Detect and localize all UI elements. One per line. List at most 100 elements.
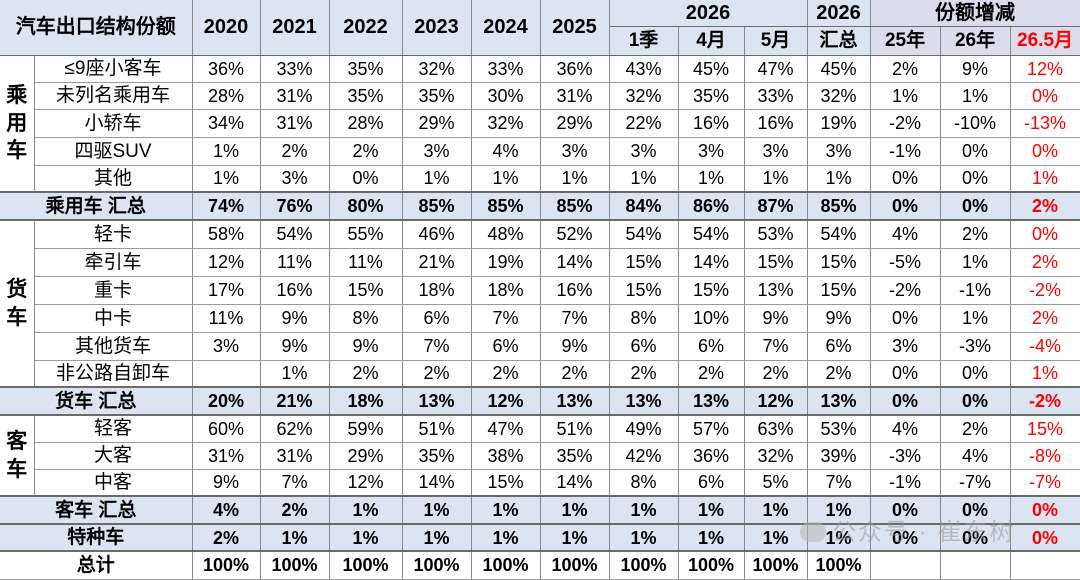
table-row-tractor: 牵引车 12% 11% 11% 21% 19% 14% 15% 14% 15% 15% -5% 1% 2% xyxy=(0,248,1080,277)
table-cell: 6% xyxy=(471,332,541,361)
table-cell: 1% xyxy=(807,523,871,552)
row-label: 轻卡 xyxy=(34,220,193,249)
row-label: 非公路自卸车 xyxy=(34,360,193,388)
table-cell: 9% xyxy=(540,332,610,361)
table-row-le9-seat-car: 乘用车 ≤9座小客车 36% 33% 35% 32% 33% 36% 43% 45% 47% 45% 2… xyxy=(0,55,1080,193)
table-cell: 1% xyxy=(1010,360,1080,388)
table-cell: 13% xyxy=(807,386,871,416)
table-cell: 1% xyxy=(744,495,808,525)
table-cell: 1% xyxy=(678,165,745,193)
row-label: 未列名乘用车 xyxy=(34,82,193,110)
table-cell: 1% xyxy=(678,495,745,525)
table-cell: 15% xyxy=(744,248,808,277)
table-cell: 16% xyxy=(260,276,330,305)
table-cell: 32% xyxy=(807,82,871,110)
table-row-heavy-truck: 重卡 17% 16% 15% 18% 18% 16% 15% 15% 13% 15% -2% -1% -2… xyxy=(0,276,1080,305)
row-label: 其他 xyxy=(34,165,193,193)
table-cell: 86% xyxy=(678,191,745,221)
row-label: 牵引车 xyxy=(34,248,193,277)
table-cell: 8% xyxy=(609,304,679,333)
table-cell: 1% xyxy=(807,165,871,193)
col-header-may: 5月 xyxy=(744,26,808,56)
table-cell: 1% xyxy=(609,523,679,552)
table-cell: 1% xyxy=(471,523,541,552)
table-cell: 51% xyxy=(540,415,610,443)
table-cell: 15% xyxy=(678,276,745,305)
table-cell: 16% xyxy=(540,276,610,305)
col-header-change-26-may: 26.5月 xyxy=(1010,26,1080,56)
table-cell: 54% xyxy=(260,220,330,249)
table-cell: 15% xyxy=(329,276,403,305)
table-cell: 1% xyxy=(678,523,745,552)
table-cell: -2% xyxy=(870,109,941,138)
table-cell: 15% xyxy=(609,248,679,277)
table-cell: 100% xyxy=(471,551,541,580)
table-cell xyxy=(192,360,261,388)
table-row-sedan: 小轿车 34% 31% 28% 29% 32% 29% 22% 16% 16% 19% -2% -10%… xyxy=(0,109,1080,138)
table-cell: 57% xyxy=(678,415,745,443)
table-cell: -10% xyxy=(940,109,1011,138)
table-cell: 35% xyxy=(329,82,403,110)
table-cell: 9% xyxy=(260,304,330,333)
table-cell: 14% xyxy=(540,248,610,277)
table-cell: 9% xyxy=(940,55,1011,83)
table-cell: 9% xyxy=(192,469,261,497)
col-header-apr: 4月 xyxy=(678,26,745,56)
table-cell: 3% xyxy=(192,332,261,361)
table-cell xyxy=(940,551,1011,580)
table-cell: 14% xyxy=(540,469,610,497)
table-row-passenger-subtotal: 乘用车 汇总 74% 76% 80% 85% 85% 85% 84% 86% 87% 85% 0% 0%… xyxy=(0,191,1080,221)
table-cell: 29% xyxy=(329,442,403,470)
row-label: 小轿车 xyxy=(34,109,193,138)
table-cell: 15% xyxy=(1010,415,1080,443)
table-cell: 100% xyxy=(678,551,745,580)
table-cell: 85% xyxy=(807,191,871,221)
table-cell: 16% xyxy=(744,109,808,138)
table-cell: 2% xyxy=(678,360,745,388)
table-cell: -13% xyxy=(1010,109,1080,138)
col-header-q1: 1季 xyxy=(609,26,679,56)
table-cell: 100% xyxy=(744,551,808,580)
table-cell: 3% xyxy=(807,137,871,166)
table-cell: 53% xyxy=(744,220,808,249)
table-cell: 15% xyxy=(609,276,679,305)
table-cell: 7% xyxy=(744,332,808,361)
table-cell: 0% xyxy=(870,360,941,388)
table-cell: 46% xyxy=(402,220,472,249)
table-cell: 3% xyxy=(609,137,679,166)
col-header-2025: 2025 xyxy=(540,0,610,56)
table-cell: -2% xyxy=(1010,276,1080,305)
table-corner-title: 汽车出口结构份额 xyxy=(0,0,193,56)
table-cell: 35% xyxy=(402,442,472,470)
table-cell: 6% xyxy=(807,332,871,361)
table-cell: 5% xyxy=(744,469,808,497)
table-cell: 2% xyxy=(260,495,330,525)
col-header-share-change: 份额增减 xyxy=(870,0,1080,27)
table-cell: 0% xyxy=(1010,523,1080,552)
col-header-change-26: 26年 xyxy=(940,26,1011,56)
table-cell: 1% xyxy=(402,495,472,525)
table-cell: 33% xyxy=(471,55,541,83)
table-cell: -7% xyxy=(940,469,1011,497)
table-row-offroad-dump-truck: 非公路自卸车 1% 2% 2% 2% 2% 2% 2% 2% 2% 0% 0% 1% xyxy=(0,360,1080,388)
table-cell: 3% xyxy=(260,165,330,193)
table-cell: 12% xyxy=(471,386,541,416)
table-cell: 13% xyxy=(609,386,679,416)
table-cell: 48% xyxy=(471,220,541,249)
table-cell: 100% xyxy=(609,551,679,580)
table-cell: 100% xyxy=(540,551,610,580)
table-cell: 7% xyxy=(260,469,330,497)
table-cell: 85% xyxy=(540,191,610,221)
table-cell: 0% xyxy=(940,165,1011,193)
table-cell: 29% xyxy=(540,109,610,138)
table-cell: 16% xyxy=(678,109,745,138)
table-row-awd-suv: 四驱SUV 1% 2% 2% 3% 4% 3% 3% 3% 3% 3% -1% 0% 0% xyxy=(0,137,1080,166)
table-row-special-vehicle: 特种车 2% 1% 1% 1% 1% 1% 1% 1% 1% 1% 0% 0% 0% xyxy=(0,523,1080,552)
row-label: 重卡 xyxy=(34,276,193,305)
table-cell: 28% xyxy=(329,109,403,138)
table-cell: 45% xyxy=(807,55,871,83)
table-cell: 2% xyxy=(807,360,871,388)
table-cell: 8% xyxy=(329,304,403,333)
table-cell: 100% xyxy=(192,551,261,580)
table-cell: 55% xyxy=(329,220,403,249)
